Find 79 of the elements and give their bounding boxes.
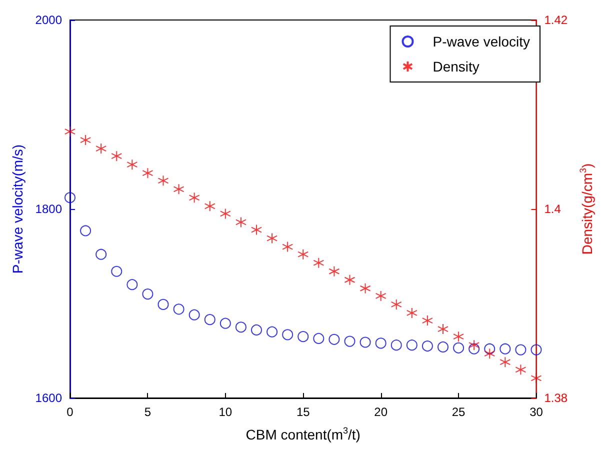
point [422, 315, 433, 326]
point [235, 322, 246, 333]
y2-tick-label: 1.42 [544, 13, 568, 27]
point [313, 332, 324, 344]
point [468, 343, 480, 354]
point [64, 192, 76, 204]
y2-axis-title: Density(g/cm3) [578, 163, 595, 255]
x-tick-label: 0 [66, 405, 74, 419]
point [406, 340, 418, 351]
point [111, 150, 122, 162]
y-axis-title: P-wave velocity(m/s) [9, 144, 26, 274]
point [204, 314, 216, 326]
point [142, 288, 154, 300]
x-tick-label: 10 [218, 405, 232, 419]
point [484, 343, 496, 354]
point [266, 232, 278, 244]
x-tick-label: 30 [530, 405, 544, 419]
point [422, 340, 433, 352]
point [437, 324, 448, 335]
point [282, 329, 294, 340]
point [484, 348, 496, 360]
point [515, 344, 526, 356]
point [204, 200, 216, 212]
point [282, 241, 294, 252]
legend-label: Density [432, 58, 480, 74]
point [173, 184, 184, 195]
point [344, 336, 356, 347]
point [515, 364, 526, 376]
point [64, 126, 76, 138]
point [266, 326, 278, 338]
point [188, 309, 200, 320]
point [500, 343, 511, 354]
point [375, 338, 386, 349]
point [158, 298, 169, 310]
point [438, 341, 448, 352]
point [126, 279, 138, 290]
point [96, 248, 107, 260]
y2-tick-label: 1.4 [544, 202, 562, 216]
point [142, 168, 154, 179]
point [530, 372, 542, 384]
point [344, 274, 356, 286]
point [251, 224, 262, 236]
point [313, 257, 324, 268]
x-tick-label: 15 [296, 405, 310, 419]
y-tick-label: 1600 [35, 391, 62, 405]
point [220, 208, 231, 220]
point [328, 334, 340, 345]
point [390, 340, 402, 351]
point [500, 356, 511, 368]
point [360, 282, 371, 294]
point [453, 342, 464, 354]
point [80, 134, 92, 146]
point [298, 331, 309, 342]
point [251, 324, 262, 336]
point [158, 175, 169, 186]
legend-label: P-wave velocity [432, 34, 530, 50]
point [406, 307, 418, 318]
x-tick-label: 25 [452, 405, 466, 419]
y-tick-label: 1800 [35, 202, 62, 216]
point [390, 298, 402, 310]
point [188, 192, 200, 204]
point [328, 266, 340, 277]
y-tick-label: 2000 [35, 13, 62, 27]
point [298, 248, 309, 260]
point [111, 266, 122, 277]
point [220, 318, 231, 329]
point [375, 290, 386, 302]
point [96, 143, 107, 154]
point [173, 304, 184, 315]
point [453, 331, 464, 342]
y2-tick-label: 1.38 [544, 391, 568, 405]
point [126, 159, 138, 170]
point [530, 344, 542, 356]
point [80, 225, 92, 236]
point [468, 340, 480, 351]
point [360, 336, 371, 348]
x-tick-label: 5 [144, 405, 152, 419]
x-tick-label: 20 [374, 405, 388, 419]
point [235, 216, 246, 228]
